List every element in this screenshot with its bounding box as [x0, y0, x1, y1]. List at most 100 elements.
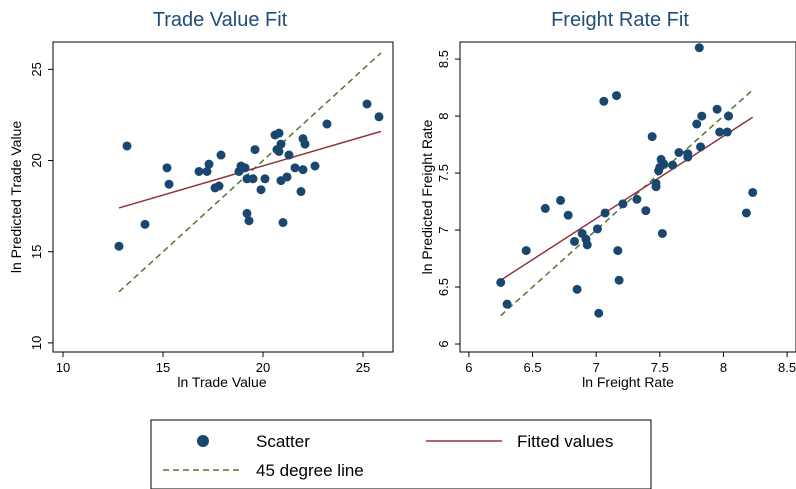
y-axis-label: ln Predicted Trade Value	[8, 121, 24, 273]
scatter-points	[496, 43, 758, 318]
scatter-point	[692, 119, 702, 129]
scatter-points	[114, 99, 384, 251]
axis-ticks: 6 6.5 7 7.5 8 8.5 6 6.5 7 7.5 8 8.5	[436, 50, 796, 375]
trade-value-fit-panel: Trade Value Fit 10 15 20 25 10 15 20 25 ln Trad…	[8, 9, 394, 390]
y-axis-label: ln Predicted Freight Rate	[419, 119, 435, 274]
scatter-point	[563, 210, 573, 220]
scatter-point	[657, 228, 667, 238]
scatter-point	[240, 163, 250, 173]
freight-rate-fit-panel: Freight Rate Fit 6 6.5 7 7.5 8 8.5 6 6.5 7 7.5 8 8.…	[419, 9, 796, 390]
y-tick-label: 8.5	[436, 50, 451, 68]
scatter-point	[632, 194, 642, 204]
scatter-point	[322, 119, 332, 129]
scatter-point	[612, 91, 622, 101]
x-tick-label: 7.5	[651, 360, 669, 375]
x-tick-label: 10	[56, 360, 70, 375]
scatter-point	[694, 43, 704, 53]
scatter-point	[659, 159, 669, 169]
scatter-point	[298, 165, 308, 175]
scatter-point	[722, 127, 732, 137]
scatter-point	[244, 216, 254, 226]
scatter-point	[697, 111, 707, 121]
axis-ticks: 10 15 20 25 10 15 20 25	[29, 62, 370, 375]
scatter-point	[310, 161, 320, 171]
scatter-point	[256, 185, 266, 195]
x-tick-label: 8	[720, 360, 727, 375]
scatter-point	[618, 199, 628, 209]
scatter-point	[204, 159, 214, 169]
x-axis-label: ln Trade Value	[177, 374, 266, 390]
scatter-point	[194, 166, 204, 176]
degree45-line	[118, 52, 382, 293]
scatter-point	[242, 208, 252, 218]
scatter-point	[683, 149, 693, 159]
y-tick-label: 7	[436, 226, 451, 233]
scatter-point	[300, 139, 310, 149]
scatter-point	[140, 219, 150, 229]
scatter-point	[284, 150, 294, 160]
scatter-point	[748, 187, 758, 197]
scatter-point	[216, 150, 226, 160]
y-tick-label: 15	[29, 244, 44, 258]
scatter-point	[674, 148, 684, 158]
x-tick-label: 20	[256, 360, 270, 375]
scatter-point	[260, 174, 270, 184]
scatter-point	[572, 284, 582, 294]
scatter-point	[496, 277, 506, 287]
x-tick-label: 8.5	[778, 360, 796, 375]
x-tick-label: 25	[356, 360, 370, 375]
y-tick-label: 6	[436, 340, 451, 347]
legend: Scatter Fitted values 45 degree line	[150, 419, 652, 489]
x-tick-label: 6	[465, 360, 472, 375]
scatter-point	[248, 174, 258, 184]
scatter-point	[296, 187, 306, 197]
scatter-point	[290, 163, 300, 173]
x-tick-label: 7	[593, 360, 600, 375]
scatter-point	[594, 308, 604, 318]
legend-label-fitted: Fitted values	[517, 432, 613, 451]
legend-marker-scatter	[197, 435, 209, 447]
scatter-point	[276, 139, 286, 149]
scatter-point	[599, 96, 609, 106]
fitted-line	[500, 116, 754, 281]
scatter-point	[668, 160, 678, 170]
scatter-point	[651, 178, 661, 188]
scatter-point	[214, 181, 224, 191]
legend-label-45-degree: 45 degree line	[256, 461, 364, 480]
scatter-point	[202, 166, 212, 176]
scatter-point	[250, 145, 260, 155]
scatter-point	[278, 218, 288, 228]
scatter-point	[600, 208, 610, 218]
scatter-point	[374, 112, 384, 122]
degree45-line	[500, 89, 754, 317]
chart-title: Freight Rate Fit	[551, 9, 689, 31]
y-tick-label: 8	[436, 112, 451, 119]
scatter-point	[282, 172, 292, 182]
scatter-point	[696, 142, 706, 152]
scatter-point	[164, 179, 174, 189]
fitted-line	[118, 130, 382, 209]
y-tick-label: 20	[29, 153, 44, 167]
x-axis-label: ln Freight Rate	[582, 374, 674, 390]
scatter-point	[715, 127, 725, 137]
plot-area	[459, 41, 796, 353]
chart-title: Trade Value Fit	[153, 9, 288, 31]
scatter-point	[647, 132, 657, 142]
scatter-point	[570, 236, 580, 246]
x-tick-label: 6.5	[524, 360, 542, 375]
scatter-point	[502, 299, 512, 309]
x-tick-label: 15	[156, 360, 170, 375]
scatter-point	[122, 141, 132, 151]
scatter-point	[162, 163, 172, 173]
plot-area	[52, 41, 394, 353]
scatter-point	[582, 240, 592, 250]
y-tick-label: 10	[29, 336, 44, 350]
scatter-point	[362, 99, 372, 109]
y-tick-label: 25	[29, 62, 44, 76]
scatter-point	[613, 246, 623, 256]
scatter-point	[274, 146, 284, 156]
scatter-point	[724, 111, 734, 121]
scatter-point	[614, 275, 624, 285]
scatter-point	[540, 203, 550, 213]
